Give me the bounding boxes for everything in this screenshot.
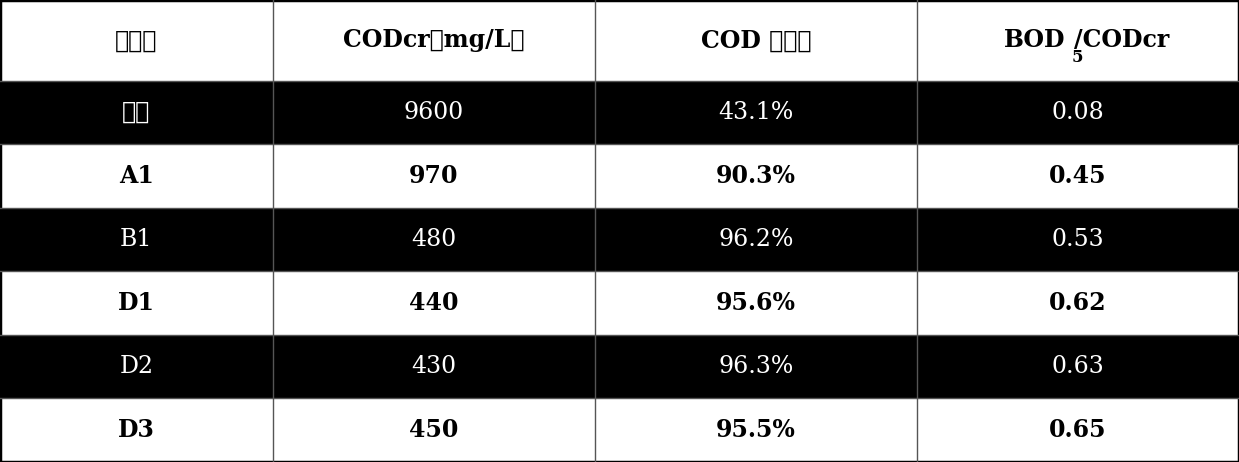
Text: 90.3%: 90.3% (716, 164, 795, 188)
FancyBboxPatch shape (917, 208, 1239, 271)
Text: D3: D3 (118, 418, 155, 442)
FancyBboxPatch shape (0, 272, 273, 335)
FancyBboxPatch shape (595, 208, 917, 271)
Text: 96.3%: 96.3% (719, 355, 793, 378)
Text: 原水: 原水 (123, 101, 150, 124)
FancyBboxPatch shape (273, 335, 595, 398)
Text: 0.62: 0.62 (1049, 291, 1106, 315)
FancyBboxPatch shape (917, 272, 1239, 335)
FancyBboxPatch shape (273, 272, 595, 335)
FancyBboxPatch shape (0, 144, 273, 208)
Text: 430: 430 (411, 355, 456, 378)
Text: 970: 970 (409, 164, 458, 188)
FancyBboxPatch shape (273, 0, 595, 81)
Text: 0.63: 0.63 (1052, 355, 1104, 378)
Text: 95.6%: 95.6% (716, 291, 795, 315)
Text: 95.5%: 95.5% (716, 418, 795, 442)
Text: 9600: 9600 (404, 101, 463, 124)
FancyBboxPatch shape (273, 398, 595, 462)
FancyBboxPatch shape (595, 0, 917, 81)
FancyBboxPatch shape (0, 335, 273, 398)
FancyBboxPatch shape (917, 0, 1239, 81)
Text: 0.65: 0.65 (1049, 418, 1106, 442)
Text: 0.08: 0.08 (1052, 101, 1104, 124)
FancyBboxPatch shape (273, 144, 595, 208)
FancyBboxPatch shape (595, 335, 917, 398)
Text: D1: D1 (118, 291, 155, 315)
FancyBboxPatch shape (917, 335, 1239, 398)
Text: 催化剂: 催化剂 (115, 29, 157, 52)
FancyBboxPatch shape (917, 81, 1239, 144)
Text: 5: 5 (1072, 49, 1083, 67)
Text: 450: 450 (409, 418, 458, 442)
Text: CODcr（mg/L）: CODcr（mg/L） (343, 29, 524, 52)
Text: 0.53: 0.53 (1052, 228, 1104, 251)
Text: 480: 480 (411, 228, 456, 251)
Text: D2: D2 (119, 355, 154, 378)
Text: 0.45: 0.45 (1049, 164, 1106, 188)
FancyBboxPatch shape (273, 208, 595, 271)
Text: 440: 440 (409, 291, 458, 315)
Text: 96.2%: 96.2% (719, 228, 793, 251)
FancyBboxPatch shape (0, 81, 273, 144)
FancyBboxPatch shape (595, 272, 917, 335)
FancyBboxPatch shape (0, 0, 273, 81)
FancyBboxPatch shape (0, 208, 273, 271)
FancyBboxPatch shape (273, 81, 595, 144)
Text: A1: A1 (119, 164, 154, 188)
FancyBboxPatch shape (595, 144, 917, 208)
Text: COD 去除率: COD 去除率 (700, 29, 812, 52)
FancyBboxPatch shape (595, 81, 917, 144)
Text: B1: B1 (120, 228, 152, 251)
FancyBboxPatch shape (917, 398, 1239, 462)
FancyBboxPatch shape (0, 398, 273, 462)
Text: BOD: BOD (1004, 29, 1066, 52)
Text: 43.1%: 43.1% (719, 101, 793, 124)
FancyBboxPatch shape (595, 398, 917, 462)
Text: /CODcr: /CODcr (1074, 29, 1170, 52)
FancyBboxPatch shape (917, 144, 1239, 208)
